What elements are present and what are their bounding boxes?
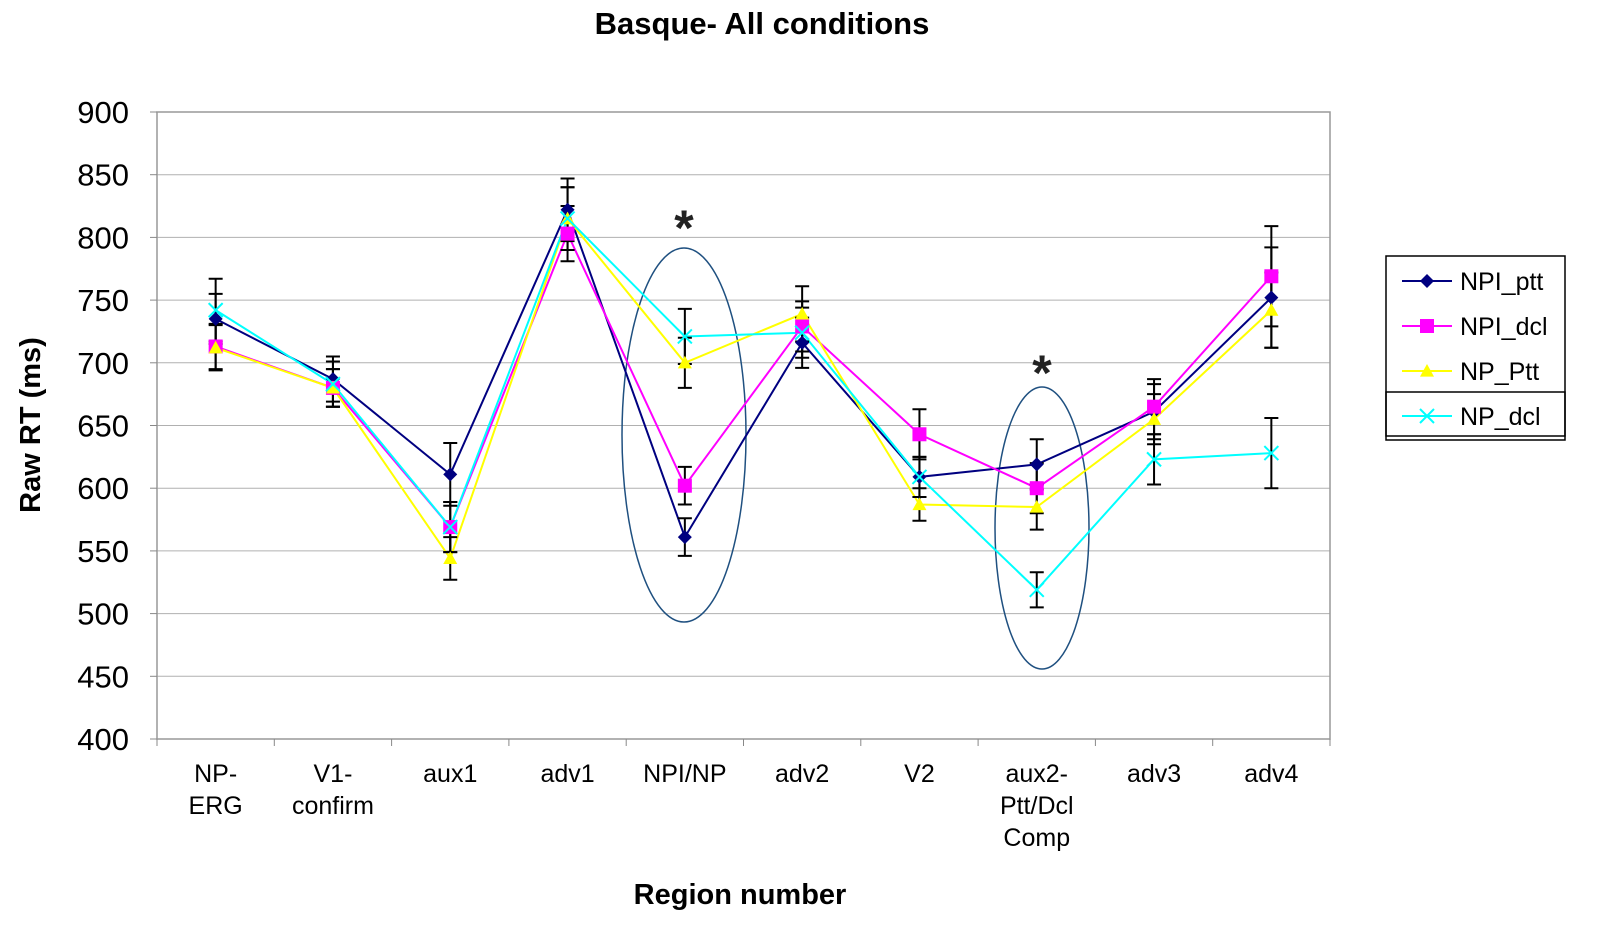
y-tick-label: 550 — [77, 534, 129, 569]
data-point — [1029, 457, 1044, 472]
series-line — [215, 216, 1273, 561]
data-point — [325, 376, 341, 392]
data-point — [442, 519, 458, 535]
x-tick-label: adv1 — [540, 760, 595, 788]
y-tick-label: 500 — [77, 597, 129, 632]
data-point — [208, 311, 223, 326]
data-point — [208, 340, 223, 354]
data-point — [912, 427, 927, 442]
data-point — [794, 324, 810, 341]
x-tick-label: adv4 — [1244, 760, 1299, 788]
legend-box — [1385, 255, 1566, 437]
highlight-ellipse — [621, 247, 747, 623]
legend-marker — [1420, 274, 1434, 288]
x-tick-label: V2 — [904, 760, 935, 788]
data-point — [677, 478, 692, 493]
legend-label: NP_Ptt — [1460, 358, 1539, 386]
chart-title: Basque- All conditions — [595, 6, 930, 41]
highlight-ellipse — [994, 386, 1090, 670]
data-point — [912, 497, 927, 511]
x-tick-label: V1- confirm — [291, 760, 374, 820]
legend-marker — [1419, 408, 1435, 424]
data-point — [560, 226, 575, 241]
data-point — [1147, 412, 1162, 425]
y-tick-label: 750 — [77, 283, 129, 318]
data-point — [677, 355, 692, 369]
data-point — [1263, 445, 1280, 461]
legend-label: NPI_ptt — [1460, 268, 1543, 296]
y-tick-label: 650 — [77, 409, 129, 444]
data-point — [677, 328, 693, 345]
legend-marker — [1420, 364, 1434, 377]
data-point — [795, 306, 810, 320]
data-point — [443, 467, 458, 482]
annotation: * — [1032, 345, 1052, 401]
legend-marker — [1420, 319, 1434, 333]
x-tick-label: aux2- Ptt/Dcl Comp — [999, 760, 1074, 852]
data-point — [1029, 500, 1044, 513]
data-point — [1264, 290, 1279, 305]
series-line — [215, 216, 1272, 592]
y-tick-label: 850 — [77, 158, 129, 193]
x-tick-label: NP- ERG — [188, 760, 243, 820]
data-point — [1264, 303, 1279, 316]
data-point — [1029, 481, 1044, 496]
data-point — [1146, 451, 1162, 468]
data-point — [795, 335, 810, 350]
legend-label: NP_dcl — [1460, 403, 1541, 431]
y-tick-label: 900 — [77, 95, 129, 130]
data-point — [1029, 582, 1045, 598]
legend-label: NPI_dcl — [1460, 313, 1548, 341]
data-point — [677, 530, 692, 545]
data-point — [1147, 399, 1162, 414]
x-tick-label: aux1 — [423, 760, 478, 788]
x-tick-label: adv3 — [1126, 760, 1182, 788]
data-point — [559, 210, 576, 227]
data-point — [443, 551, 458, 565]
data-point — [1264, 269, 1279, 284]
y-tick-label: 700 — [77, 346, 129, 381]
x-tick-label: NPI/NP — [643, 760, 727, 788]
y-tick-label: 800 — [77, 220, 129, 255]
series-line — [215, 207, 1273, 540]
annotation: * — [674, 200, 694, 256]
y-axis-label: Raw RT (ms) — [15, 337, 47, 513]
data-point — [560, 202, 575, 217]
y-tick-label: 450 — [77, 659, 129, 694]
data-point — [911, 469, 928, 485]
x-axis-label: Region number — [634, 879, 847, 911]
y-tick-label: 600 — [77, 471, 129, 506]
data-point — [325, 380, 340, 394]
data-point — [207, 302, 224, 318]
legend-selected — [1385, 391, 1566, 441]
x-tick-label: adv2 — [775, 760, 830, 788]
y-tick-label: 400 — [77, 722, 129, 757]
series-line — [215, 231, 1273, 529]
